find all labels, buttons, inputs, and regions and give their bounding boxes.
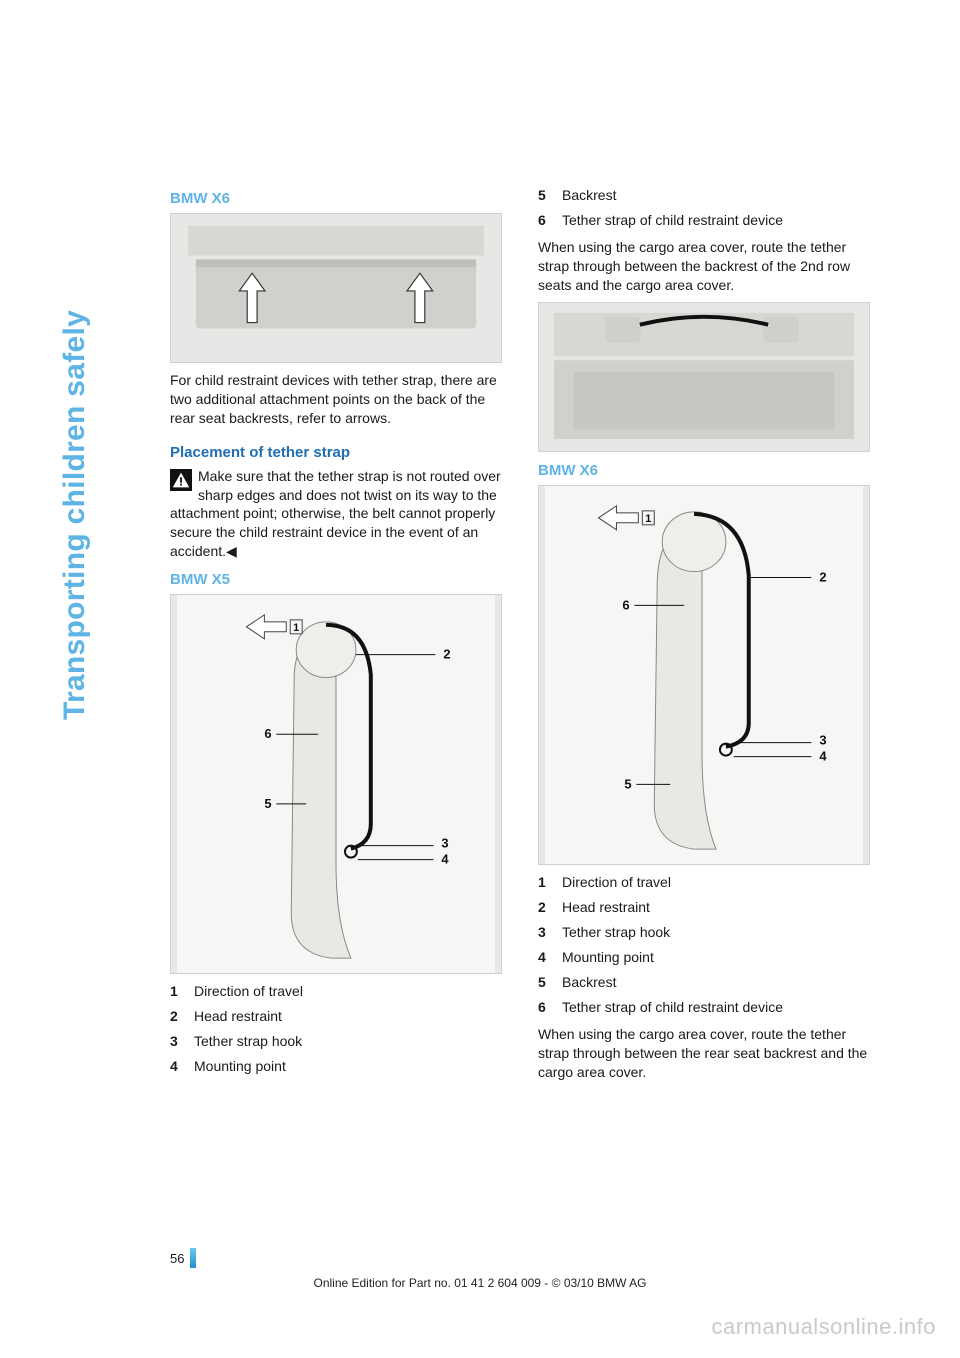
page-number: 56 — [170, 1248, 196, 1268]
list-item: 2Head restraint — [538, 898, 870, 917]
svg-text:3: 3 — [819, 733, 826, 748]
list-item: 2Head restraint — [170, 1007, 502, 1026]
page: Transporting children safely BMW X6 For … — [0, 0, 960, 1358]
heading-bmw-x5: BMW X5 — [170, 571, 502, 588]
list-item: 5Backrest — [538, 973, 870, 992]
svg-text:2: 2 — [819, 570, 826, 585]
list-item: 1Direction of travel — [538, 873, 870, 892]
svg-text:1: 1 — [293, 622, 299, 634]
list-item: 4Mounting point — [170, 1057, 502, 1076]
svg-text:2: 2 — [443, 647, 450, 662]
paragraph: When using the cargo area cover, route t… — [538, 1025, 870, 1082]
footer: Online Edition for Part no. 01 41 2 604 … — [0, 1276, 960, 1290]
list-item: 3Tether strap hook — [170, 1032, 502, 1051]
left-column: BMW X6 For child restraint devices with … — [170, 180, 502, 1089]
figure-cargo-cover — [538, 302, 870, 452]
figure-x5-seat: 1 2 6 5 3 4 — [170, 594, 502, 974]
svg-text:4: 4 — [441, 852, 449, 867]
heading-bmw-x6-2: BMW X6 — [538, 462, 870, 479]
right-column: 5Backrest 6Tether strap of child restrai… — [538, 180, 870, 1089]
list-item: 3Tether strap hook — [538, 923, 870, 942]
svg-text:3: 3 — [441, 836, 448, 851]
paragraph: For child restraint devices with tether … — [170, 371, 502, 428]
page-number-value: 56 — [170, 1251, 184, 1266]
warning-icon — [170, 469, 192, 491]
figure-x6-attachment — [170, 213, 502, 363]
legend-continued: 5Backrest 6Tether strap of child restrai… — [538, 186, 870, 230]
list-item: 5Backrest — [538, 186, 870, 205]
svg-text:6: 6 — [622, 598, 629, 613]
svg-text:1: 1 — [645, 513, 651, 525]
heading-placement: Placement of tether strap — [170, 444, 502, 461]
warning-paragraph: Make sure that the tether strap is not r… — [170, 467, 502, 561]
svg-text:4: 4 — [819, 749, 827, 764]
paragraph: When using the cargo area cover, route t… — [538, 238, 870, 295]
list-item: 6Tether strap of child restraint device — [538, 211, 870, 230]
list-item: 4Mounting point — [538, 948, 870, 967]
list-item: 1Direction of travel — [170, 982, 502, 1001]
list-item: 6Tether strap of child restraint device — [538, 998, 870, 1017]
legend-x6: 1Direction of travel 2Head restraint 3Te… — [538, 873, 870, 1016]
figure-x6-seat: 1 2 6 5 3 4 — [538, 485, 870, 865]
side-title: Transporting children safely — [58, 310, 92, 720]
heading-bmw-x6: BMW X6 — [170, 190, 502, 207]
legend-x5: 1Direction of travel 2Head restraint 3Te… — [170, 982, 502, 1076]
page-number-mark-icon — [190, 1248, 196, 1268]
columns: BMW X6 For child restraint devices with … — [170, 180, 870, 1089]
svg-text:6: 6 — [264, 726, 271, 741]
watermark: carmanualsonline.info — [711, 1314, 936, 1340]
warning-text: Make sure that the tether strap is not r… — [170, 468, 501, 560]
svg-text:5: 5 — [624, 777, 631, 792]
svg-text:5: 5 — [264, 796, 271, 811]
